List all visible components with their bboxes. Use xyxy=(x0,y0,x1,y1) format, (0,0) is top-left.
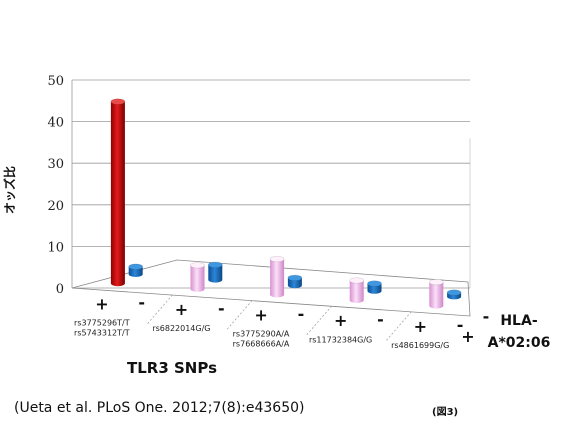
x-tick-label: + xyxy=(334,311,347,330)
x-axis-label: TLR3 SNPs xyxy=(127,359,217,377)
x-tick-label: - xyxy=(298,304,305,323)
x-tick-label: - xyxy=(457,316,464,335)
group-separator xyxy=(306,304,334,336)
series-axis-label-line2: A*02:06 xyxy=(488,335,551,351)
group-separator xyxy=(226,298,254,330)
group-separator xyxy=(147,293,174,324)
series-axis-label-line1: HLA- xyxy=(500,313,537,329)
bars xyxy=(110,98,462,309)
y-tick-label: 20 xyxy=(47,199,64,214)
x-tick-label: + xyxy=(414,317,427,336)
snp-label: rs6822014G/G xyxy=(152,324,210,333)
bar xyxy=(367,280,382,294)
y-tick-label: 40 xyxy=(47,116,64,131)
bar xyxy=(349,277,365,304)
y-tick-label: 0 xyxy=(56,282,64,297)
bar xyxy=(190,262,205,292)
x-tick-label: + xyxy=(175,300,188,319)
x-tick-label: + xyxy=(95,294,108,313)
grid-lines xyxy=(71,79,471,289)
y-tick-label: 10 xyxy=(47,240,64,255)
source-citation: (Ueta et al. PLoS One. 2012;7(8):e43650) xyxy=(14,400,305,416)
bar xyxy=(428,278,444,309)
y-tick-label: 30 xyxy=(47,157,64,172)
x-tick-label: - xyxy=(377,310,384,329)
x-tick-label: + xyxy=(254,306,267,325)
x-tick-label: - xyxy=(218,299,225,318)
y-axis-ticks: 0 10 20 30 40 50 xyxy=(47,74,64,297)
y-tick-label: 50 xyxy=(47,74,64,89)
snp-label: rs3775296T/T xyxy=(74,319,130,328)
bar xyxy=(208,261,223,283)
series-row-labels: +- xyxy=(461,307,489,346)
bar xyxy=(287,274,303,289)
snp-label: rs4861699G/G xyxy=(391,341,449,350)
series-row-label: + xyxy=(461,327,474,346)
y-axis-label: オッズ比 xyxy=(2,166,17,214)
group-separator xyxy=(386,310,413,341)
bar xyxy=(269,255,285,298)
bar xyxy=(446,289,462,300)
bar xyxy=(110,98,126,287)
snp-label: rs5743312T/T xyxy=(74,329,130,338)
bar xyxy=(128,263,143,278)
snp-label: rs3775290A/A xyxy=(233,330,290,339)
series-row-label: - xyxy=(483,307,490,326)
snp-label: rs7668666A/A xyxy=(233,340,290,349)
x-tick-label: - xyxy=(138,293,145,312)
figure-label: (図3) xyxy=(432,407,459,418)
snp-label: rs11732384G/G xyxy=(309,335,372,344)
